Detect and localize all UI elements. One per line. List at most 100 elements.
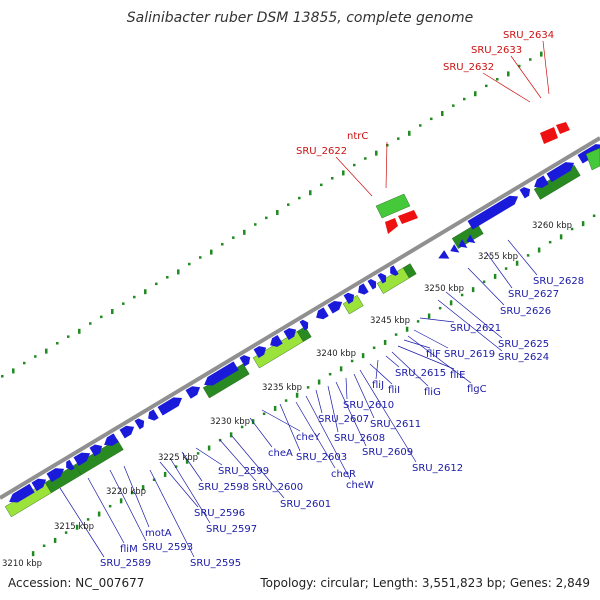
gene-label[interactable]: cheR bbox=[331, 469, 356, 480]
leader-line bbox=[419, 317, 455, 323]
skew-dot bbox=[284, 399, 288, 402]
gene-label[interactable]: motA bbox=[145, 528, 172, 539]
skew-dot bbox=[375, 150, 378, 156]
rna-gene bbox=[385, 218, 398, 234]
gene-label-highlighted[interactable]: SRU_2633 bbox=[471, 45, 522, 56]
cds-arrow bbox=[546, 162, 575, 183]
gene-label[interactable]: SRU_2603 bbox=[296, 452, 347, 463]
skew-dot bbox=[34, 355, 37, 358]
skew-dot bbox=[243, 229, 246, 235]
kbp-tick-label: 3250 kbp bbox=[424, 284, 464, 294]
gene-label[interactable]: SRU_2600 bbox=[252, 482, 303, 493]
skew-dot bbox=[540, 51, 543, 57]
leader-line bbox=[87, 477, 125, 544]
cds-arrow bbox=[46, 468, 65, 483]
gene-label[interactable]: SRU_2595 bbox=[190, 558, 241, 569]
skew-dot bbox=[298, 196, 301, 200]
gene-label[interactable]: fliG bbox=[424, 387, 441, 398]
leader-line bbox=[507, 239, 538, 276]
skew-dot bbox=[295, 392, 299, 398]
skew-dot bbox=[342, 170, 345, 176]
genome-backbone bbox=[0, 136, 600, 500]
skew-dot bbox=[1, 375, 4, 378]
skew-dot bbox=[493, 273, 497, 279]
gene-label[interactable]: SRU_2621 bbox=[450, 323, 501, 334]
gc-skew-dots-outer bbox=[1, 51, 543, 378]
gene-label[interactable]: SRU_2625 bbox=[498, 339, 549, 350]
gene-label[interactable]: SRU_2597 bbox=[206, 524, 257, 535]
gene-label[interactable]: fliF bbox=[426, 349, 441, 360]
gene-label-highlighted[interactable]: SRU_2634 bbox=[503, 30, 554, 41]
kbp-tick-label: 3215 kbp bbox=[54, 522, 94, 532]
gene-label-highlighted[interactable]: SRU_2622 bbox=[296, 146, 347, 157]
skew-dot bbox=[309, 190, 312, 196]
gene-label[interactable]: SRU_2610 bbox=[343, 400, 394, 411]
gene-label[interactable]: SRU_2626 bbox=[500, 306, 551, 317]
skew-dot bbox=[559, 234, 563, 240]
skew-dot bbox=[416, 320, 420, 323]
skew-dot bbox=[419, 124, 422, 127]
gc-block-outer bbox=[375, 193, 411, 219]
leader-line bbox=[149, 469, 195, 558]
gene-label[interactable]: SRU_2596 bbox=[194, 508, 245, 519]
skew-dot bbox=[430, 117, 433, 121]
gene-label[interactable]: SRU_2628 bbox=[533, 276, 584, 287]
rna-gene bbox=[556, 122, 570, 134]
skew-dot bbox=[592, 214, 596, 218]
skew-dot bbox=[229, 432, 233, 438]
gene-label[interactable]: cheY bbox=[296, 432, 321, 443]
gene-label[interactable]: cheA bbox=[268, 448, 293, 459]
gene-label[interactable]: SRU_2611 bbox=[370, 419, 421, 430]
gene-label[interactable]: SRU_2608 bbox=[334, 433, 385, 444]
gene-label[interactable]: SRU_2589 bbox=[100, 558, 151, 569]
skew-dot bbox=[331, 177, 334, 180]
rna-gene bbox=[540, 127, 558, 144]
skew-dot bbox=[42, 544, 46, 548]
skew-dot bbox=[317, 379, 321, 385]
leader-line bbox=[195, 447, 223, 466]
gene-label[interactable]: SRU_2612 bbox=[412, 463, 463, 474]
leader-line bbox=[315, 389, 323, 414]
gene-label[interactable]: SRU_2598 bbox=[198, 482, 249, 493]
leader-line bbox=[335, 381, 367, 447]
leader-line bbox=[391, 351, 429, 387]
gene-label[interactable]: SRU_2615 bbox=[395, 368, 446, 379]
cds-arrow bbox=[377, 272, 387, 284]
gene-label[interactable]: fliM bbox=[120, 544, 138, 555]
skew-dot bbox=[364, 157, 367, 160]
gene-label[interactable]: cheW bbox=[346, 480, 374, 491]
gene-label-highlighted[interactable]: ntrC bbox=[347, 131, 368, 142]
cds-arrow bbox=[239, 355, 251, 367]
skew-dot bbox=[496, 78, 499, 81]
gene-label-highlighted[interactable]: SRU_2632 bbox=[443, 62, 494, 73]
gene-label[interactable]: SRU_2607 bbox=[318, 414, 369, 425]
leader-line bbox=[159, 461, 199, 508]
gene-label[interactable]: SRU_2609 bbox=[362, 447, 413, 458]
skew-dot bbox=[460, 293, 464, 297]
cds-arrow bbox=[343, 292, 355, 304]
skew-dot bbox=[177, 269, 180, 275]
gene-label[interactable]: fliE bbox=[450, 370, 465, 381]
gene-label[interactable]: SRU_2593 bbox=[142, 542, 193, 553]
cds-arrow bbox=[519, 187, 531, 199]
skew-dot bbox=[353, 163, 356, 167]
skew-dot bbox=[108, 504, 112, 508]
skew-dot bbox=[361, 353, 365, 359]
leader-line bbox=[375, 359, 379, 380]
gene-label[interactable]: SRU_2627 bbox=[508, 289, 559, 300]
gene-label[interactable]: flgC bbox=[467, 384, 487, 395]
gene-label[interactable]: SRU_2624 bbox=[498, 352, 549, 363]
cds-arrow bbox=[134, 418, 145, 430]
gene-label[interactable]: SRU_2599 bbox=[218, 466, 269, 477]
skew-dot bbox=[196, 452, 200, 455]
gene-label[interactable]: SRU_2601 bbox=[280, 499, 331, 510]
skew-dot bbox=[97, 511, 101, 517]
gene-label[interactable]: fliJ bbox=[372, 380, 384, 391]
leader-line bbox=[345, 377, 348, 400]
gene-label[interactable]: SRU_2619 bbox=[444, 349, 495, 360]
skew-dot bbox=[306, 386, 310, 389]
skew-dot bbox=[394, 333, 398, 336]
skew-dot bbox=[122, 302, 125, 305]
gene-label[interactable]: fliI bbox=[388, 385, 400, 396]
